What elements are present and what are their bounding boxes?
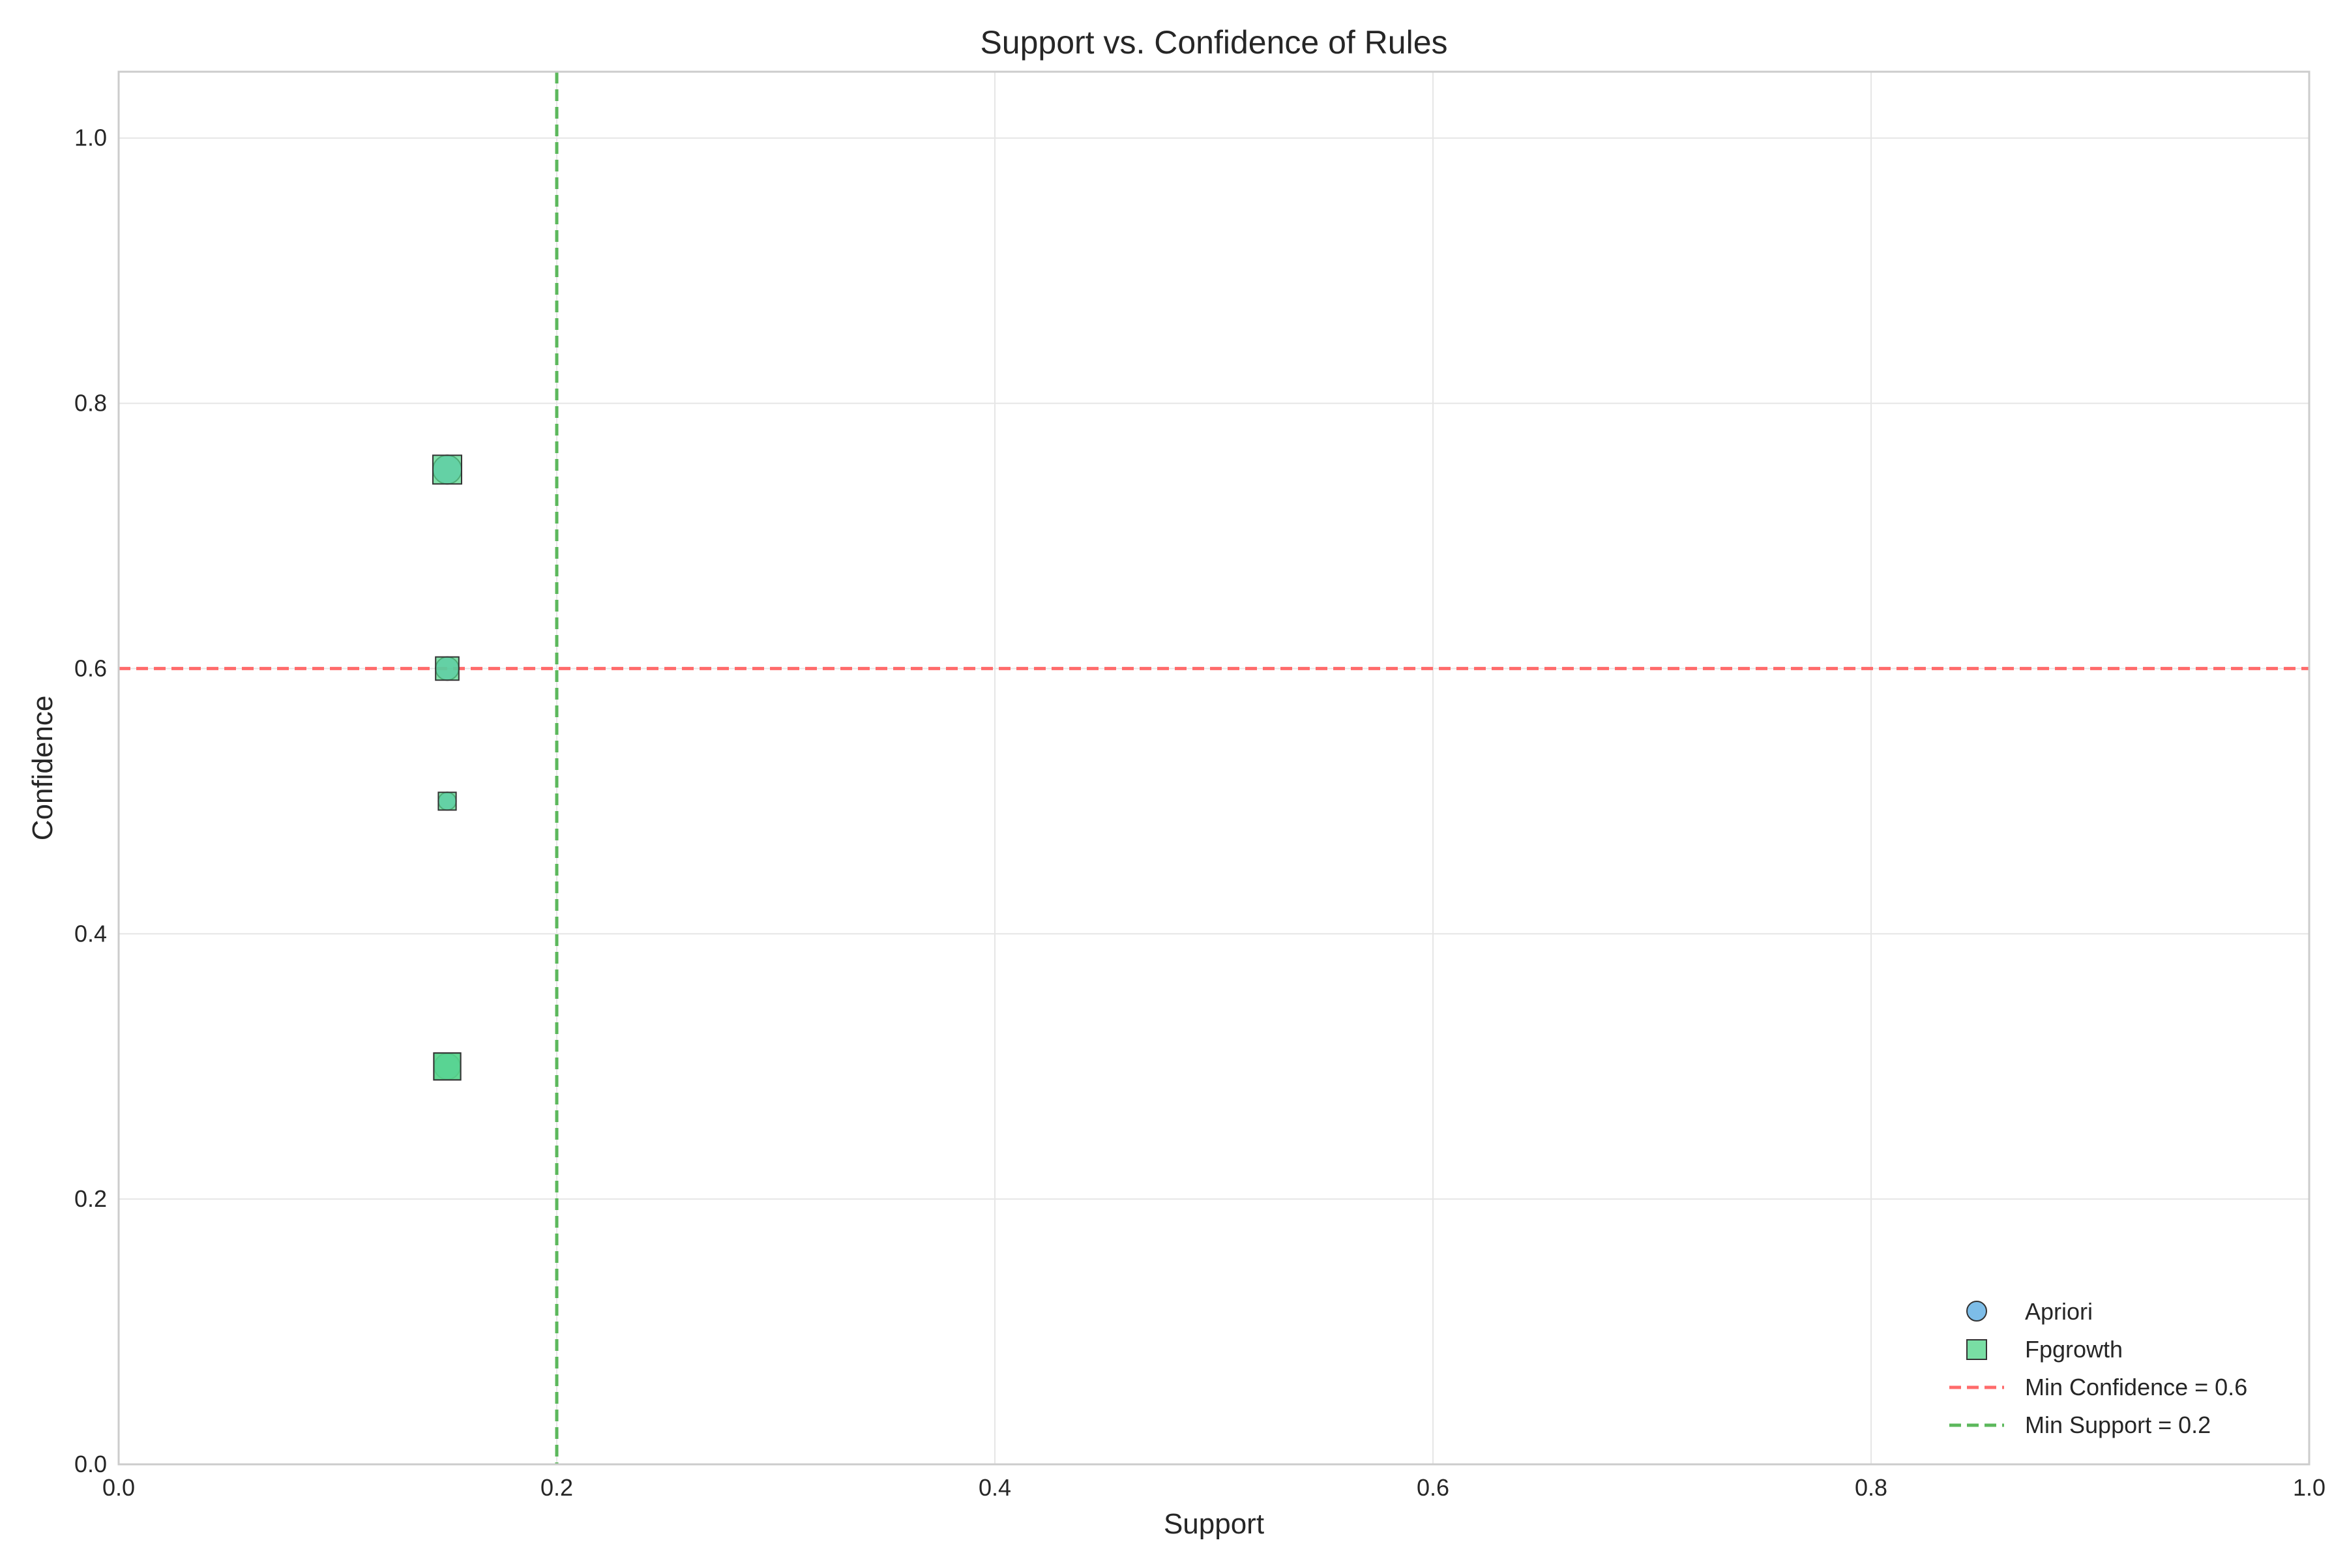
x-tick-label: 0.8: [1855, 1474, 1887, 1501]
x-tick-label: 0.6: [1417, 1474, 1449, 1501]
x-axis-label: Support: [1164, 1508, 1264, 1540]
data-points: [432, 454, 462, 1081]
fpgrowth-point: [435, 656, 460, 681]
y-tick-label: 0.2: [74, 1185, 107, 1212]
y-tick-label: 0.4: [74, 920, 107, 947]
legend: Apriori Fpgrowth Min Confidence = 0.6 Mi…: [1949, 1298, 2247, 1438]
y-tick-label: 0.6: [74, 655, 107, 681]
x-tick-label: 0.4: [979, 1474, 1011, 1501]
legend-label-min-confidence: Min Confidence = 0.6: [2025, 1374, 2247, 1400]
x-tick-label: 1.0: [2293, 1474, 2325, 1501]
legend-label-min-support: Min Support = 0.2: [2025, 1412, 2211, 1438]
legend-marker-apriori: [1966, 1301, 1987, 1322]
plot-frame: [117, 70, 2310, 1466]
plot-background: [119, 72, 2309, 1464]
fpgrowth-point: [433, 1052, 462, 1081]
chart-title: Support vs. Confidence of Rules: [980, 24, 1447, 61]
y-tick-labels: 0.0 0.2 0.4 0.6 0.8 1.0: [74, 125, 107, 1477]
x-tick-label: 0.0: [102, 1474, 135, 1501]
reference-lines: [119, 72, 2309, 1464]
fpgrowth-point: [437, 791, 457, 811]
legend-marker-fpgrowth: [1966, 1339, 1987, 1360]
fpgrowth-point: [432, 454, 462, 485]
legend-label-apriori: Apriori: [2025, 1298, 2093, 1325]
y-tick-label: 0.8: [74, 390, 107, 417]
x-tick-labels: 0.0 0.2 0.4 0.6 0.8 1.0: [102, 1474, 2325, 1501]
y-tick-label: 0.0: [74, 1451, 107, 1477]
y-tick-label: 1.0: [74, 125, 107, 151]
y-axis-label: Confidence: [27, 696, 59, 841]
legend-label-fpgrowth: Fpgrowth: [2025, 1336, 2123, 1363]
x-tick-label: 0.2: [540, 1474, 573, 1501]
